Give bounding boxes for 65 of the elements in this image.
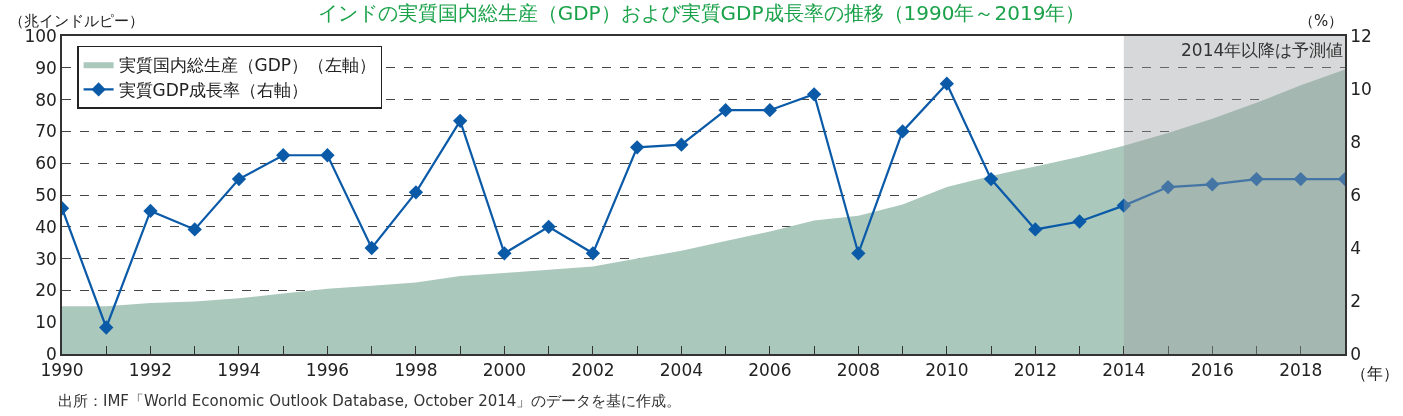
y2-tick-label: 10: [1350, 78, 1372, 99]
point: [629, 140, 645, 155]
y-tick-label: 90: [35, 57, 57, 78]
point: [453, 113, 468, 128]
x-tick-label: 2018: [1279, 360, 1323, 381]
y-tick-label: 10: [35, 312, 57, 333]
y-tick-label: 60: [35, 153, 57, 174]
x-tick-label: 1992: [128, 360, 173, 381]
point: [585, 246, 601, 261]
point: [1160, 179, 1176, 195]
point: [143, 203, 158, 219]
point: [851, 246, 866, 261]
x-tick-label: 1998: [394, 360, 438, 381]
y2-tick-label: 0: [1350, 343, 1361, 364]
point: [1072, 214, 1087, 229]
point: [497, 246, 512, 261]
point: [99, 320, 114, 335]
point: [541, 219, 556, 234]
point: [762, 103, 778, 118]
x-tick-label: 2008: [836, 360, 880, 381]
point: [939, 76, 954, 91]
legend-label: 実質国内総生産（GDP）（左軸）: [118, 54, 377, 75]
y-tick-label: 50: [35, 184, 57, 205]
y-tick-label: 80: [35, 89, 57, 110]
x-tick-label: 2000: [482, 360, 527, 381]
point: [806, 87, 822, 102]
x-tick-label: 2002: [571, 360, 615, 381]
point: [674, 137, 689, 152]
x-tick-label: 1996: [305, 360, 350, 381]
x-tick-label: 2004: [659, 360, 704, 381]
point: [983, 171, 999, 187]
y-tick-label: 30: [35, 248, 57, 269]
x-axis-title: （年）: [1351, 364, 1399, 383]
y-tick-label: 20: [35, 280, 57, 301]
point: [231, 171, 247, 187]
y2-tick-label: 8: [1350, 131, 1361, 152]
y-tick-label: 70: [35, 121, 57, 142]
x-tick-label: 2006: [748, 360, 792, 381]
x-tick-label: 1994: [217, 360, 261, 381]
band-label: 2014年以降は予測値: [1181, 40, 1344, 60]
point: [187, 222, 202, 237]
text: 出所：IMF「World Economic Outlook Database, October 2014」のデータを基に作成。: [58, 392, 682, 410]
point: [1205, 177, 1220, 192]
chart-title: インドの実質国内総生産（GDP）および実質GDP成長率の推移（1990年～2019年）: [317, 1, 1086, 26]
y2-tick-label: 12: [1350, 25, 1372, 46]
point: [895, 124, 910, 139]
point: [408, 185, 424, 200]
point: [1293, 171, 1308, 187]
x-tick-label: 2010: [925, 360, 969, 381]
point: [320, 148, 335, 163]
x-tick-label: 2016: [1190, 360, 1234, 381]
x-tick-label: 2014: [1102, 360, 1146, 381]
point: [364, 240, 379, 256]
legend-label: 実質GDP成長率（右軸）: [118, 80, 309, 101]
y2-tick-label: 2: [1350, 290, 1361, 311]
point: [276, 148, 291, 163]
point: [1116, 198, 1131, 213]
point: [718, 103, 733, 118]
y2-tick-label: 4: [1350, 237, 1361, 258]
y2-tick-label: 6: [1350, 184, 1361, 205]
y-tick-label: 40: [35, 216, 57, 237]
x-tick-label: 2012: [1013, 360, 1057, 381]
point: [1249, 171, 1264, 187]
point: [1028, 222, 1043, 237]
y2-axis-title: （%）: [1299, 12, 1344, 30]
